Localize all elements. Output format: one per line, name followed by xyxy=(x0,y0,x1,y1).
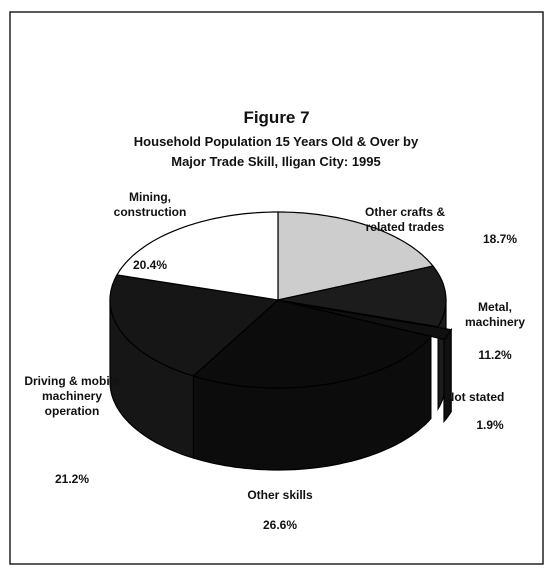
slice xyxy=(109,274,280,459)
slice-top xyxy=(277,211,435,301)
slice-top xyxy=(192,299,433,389)
slice-label: Other crafts & related trades xyxy=(364,205,446,234)
slice-label: Mining, construction xyxy=(113,190,187,219)
slice-top xyxy=(116,211,279,301)
slice xyxy=(192,299,433,471)
slice-label: Driving & mobile machinery operation xyxy=(24,374,120,418)
value-label: 1.9% xyxy=(476,418,504,432)
slice xyxy=(277,265,447,411)
value-label: 20.4% xyxy=(132,258,168,272)
value-label: 18.7% xyxy=(482,232,518,246)
slice-side xyxy=(443,327,452,424)
chart-subtitle: Household Population 15 Years Old & Over… xyxy=(133,134,419,169)
slice xyxy=(116,211,279,301)
slice xyxy=(277,211,435,301)
slice-top xyxy=(277,265,447,328)
chart-title: Figure 7 xyxy=(243,108,310,127)
slice-label: Metal, machinery xyxy=(464,300,526,329)
slice-label: Not stated xyxy=(445,390,505,404)
value-label: 26.6% xyxy=(262,518,298,532)
slice-label: Other skills xyxy=(247,488,313,502)
value-label: 21.2% xyxy=(54,472,90,486)
frame xyxy=(9,11,544,565)
slice-top xyxy=(109,274,280,377)
value-label: 11.2% xyxy=(478,348,512,362)
